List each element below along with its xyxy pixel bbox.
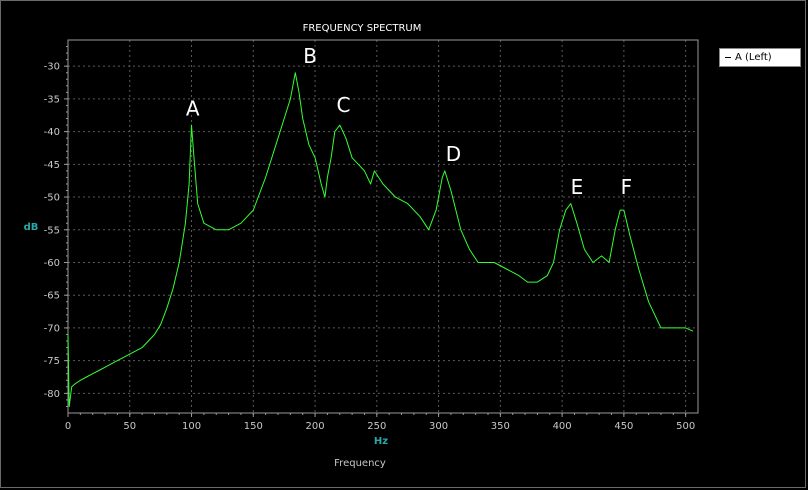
y-tick-label: -70 bbox=[44, 323, 60, 334]
legend-label: A (Left) bbox=[735, 52, 772, 63]
x-tick-label: 100 bbox=[182, 421, 201, 432]
y-tick-label: -75 bbox=[44, 356, 60, 367]
y-tick-label: -50 bbox=[44, 193, 60, 204]
x-tick-label: 450 bbox=[614, 421, 633, 432]
legend: A (Left) bbox=[719, 48, 801, 67]
peak-label: B bbox=[303, 44, 317, 68]
y-tick-label: -30 bbox=[44, 62, 60, 73]
axes bbox=[64, 39, 699, 417]
x-tick-label: 400 bbox=[553, 421, 572, 432]
x-tick-label: 50 bbox=[123, 421, 136, 432]
annotations: A B C D E F bbox=[186, 44, 632, 199]
series-layer bbox=[67, 72, 694, 407]
peak-label: A bbox=[186, 96, 200, 120]
plot-area-border bbox=[67, 39, 699, 414]
x-tick-label: 0 bbox=[65, 421, 71, 432]
series-line bbox=[67, 72, 694, 407]
y-tick-label: -65 bbox=[44, 291, 60, 302]
x-tick-label: 250 bbox=[367, 421, 386, 432]
y-tick-label: -35 bbox=[44, 94, 60, 105]
x-axis-label: Hz bbox=[374, 436, 388, 447]
x-tick-label: 500 bbox=[676, 421, 695, 432]
x-tick-label: 150 bbox=[244, 421, 263, 432]
y-tick-label: -55 bbox=[44, 225, 60, 236]
chart-title: FREQUENCY SPECTRUM bbox=[303, 23, 422, 34]
x-tick-label: 200 bbox=[306, 421, 325, 432]
footer-label: Frequency bbox=[334, 458, 386, 469]
y-axis-label: dB bbox=[24, 222, 39, 233]
tick-labels: 0 50 100 150 200 250 300 350 400 450 500 -30 -35 -40 -… bbox=[44, 62, 696, 432]
y-tick-label: -40 bbox=[44, 127, 60, 138]
peak-label: E bbox=[571, 175, 584, 199]
peak-label: D bbox=[446, 142, 461, 166]
y-tick-label: -60 bbox=[44, 258, 60, 269]
x-tick-label: 350 bbox=[491, 421, 510, 432]
grid bbox=[67, 40, 698, 413]
legend-swatch bbox=[725, 57, 731, 58]
y-tick-label: -45 bbox=[44, 160, 60, 171]
y-tick-label: -80 bbox=[44, 389, 60, 400]
peak-label: F bbox=[621, 175, 633, 199]
peak-label: C bbox=[336, 93, 350, 117]
x-tick-label: 300 bbox=[429, 421, 448, 432]
